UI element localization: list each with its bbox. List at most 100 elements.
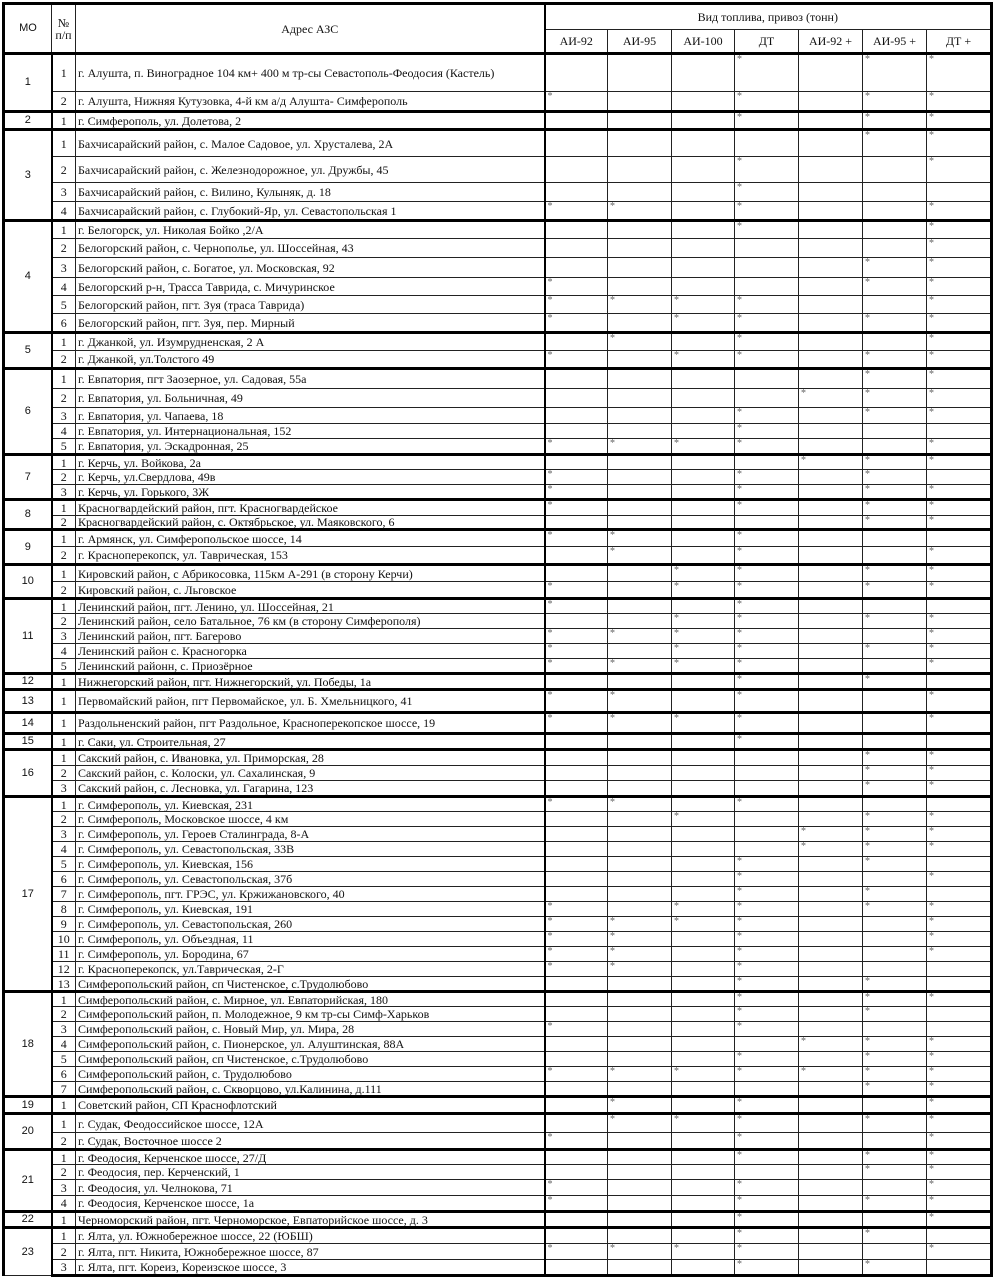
fuel-mark bbox=[862, 961, 927, 977]
fuel-mark bbox=[798, 423, 863, 439]
fuel-mark: * bbox=[734, 295, 799, 314]
fuel-mark bbox=[544, 367, 608, 389]
fuel-mark: * bbox=[671, 643, 735, 659]
fuel-mark bbox=[671, 277, 735, 296]
fuel-mark: * bbox=[734, 156, 799, 183]
fuel-mark bbox=[798, 672, 863, 691]
table-row: 3 г. Симферополь, ул. Героев Сталинграда,… bbox=[4, 826, 993, 842]
table-row: 8 1 Красногвардейский район, пгт. Красногв… bbox=[2, 498, 993, 530]
fuel-mark bbox=[607, 110, 672, 131]
mo-cell: 9 bbox=[2, 528, 53, 565]
fuel-mark: * bbox=[925, 780, 993, 798]
fuel-mark: * bbox=[734, 901, 799, 917]
fuel-mark: * bbox=[925, 688, 993, 714]
fuel-mark bbox=[798, 313, 863, 334]
fuel-mark: * bbox=[925, 91, 993, 113]
table-row: 23 1 г. Ялта, ул. Южнобережное шоссе, 22 (… bbox=[2, 1226, 993, 1276]
fuel-mark bbox=[544, 841, 608, 857]
fuel-mark: * bbox=[734, 201, 799, 222]
fuel-mark bbox=[925, 597, 993, 614]
station-address: Сакский район, с. Лесновка, ул. Гагарина… bbox=[75, 780, 546, 798]
header-fuel-0: АИ-92 bbox=[544, 29, 608, 55]
fuel-mark: * bbox=[862, 469, 927, 485]
fuel-mark: * bbox=[671, 628, 735, 644]
fuel-mark bbox=[671, 795, 735, 812]
fuel-mark: * bbox=[607, 528, 672, 547]
fuel-mark bbox=[544, 856, 608, 872]
table-row: 2 г. Джанкой, ул.Толстого 49 * * * * * bbox=[4, 350, 993, 370]
fuel-mark: * bbox=[925, 128, 993, 157]
fuel-mark: * bbox=[734, 52, 799, 92]
fuel-mark: * bbox=[671, 295, 735, 314]
station-number: 4 bbox=[51, 277, 76, 296]
table-row: 2 Кировский район, с. Льговское * * * * * bbox=[4, 581, 993, 600]
fuel-mark: * bbox=[862, 901, 927, 917]
fuel-mark bbox=[544, 886, 608, 902]
fuel-mark bbox=[607, 1021, 672, 1037]
fuel-mark: * bbox=[925, 901, 993, 917]
fuel-mark: * bbox=[925, 1051, 993, 1067]
fuel-mark bbox=[798, 658, 863, 675]
station-number: 5 bbox=[51, 438, 76, 456]
fuel-mark bbox=[544, 976, 608, 993]
fuel-mark bbox=[607, 826, 672, 842]
fuel-mark bbox=[671, 546, 735, 566]
station-number: 3 bbox=[51, 826, 76, 842]
fuel-mark: * bbox=[862, 1148, 927, 1165]
table-row: 3 Ленинский район, пгт. Багерово * * * * * bbox=[4, 628, 993, 644]
table-row: 4 Белогорский р-н, Трасса Таврида, с. Мич… bbox=[4, 277, 993, 296]
fuel-mark bbox=[544, 515, 608, 531]
station-number: 1 bbox=[51, 331, 76, 351]
fuel-mark: * bbox=[734, 1243, 799, 1260]
fuel-mark: * bbox=[734, 931, 799, 947]
fuel-mark bbox=[862, 1210, 927, 1229]
table-row: 3 Белогорский район, с. Богатое, ул. Моск… bbox=[4, 257, 993, 278]
fuel-mark bbox=[862, 1095, 927, 1115]
fuel-mark bbox=[925, 961, 993, 977]
fuel-mark bbox=[671, 1195, 735, 1213]
fuel-mark bbox=[607, 515, 672, 531]
fuel-mark bbox=[798, 628, 863, 644]
fuel-mark: * bbox=[862, 388, 927, 408]
table-row: 2 1 г. Симферополь, ул. Долетова, 2 * * * bbox=[2, 110, 993, 131]
fuel-mark bbox=[734, 765, 799, 781]
fuel-mark bbox=[671, 388, 735, 408]
table-row: 3 г. Ялта, пгт. Кореиз, Кореизское шоссе,… bbox=[4, 1259, 993, 1277]
fuel-mark: * bbox=[925, 1195, 993, 1213]
fuel-mark bbox=[607, 407, 672, 424]
table-row: 13 Симферопольский район, сп Чистенское, … bbox=[4, 976, 993, 993]
fuel-mark: * bbox=[925, 581, 993, 600]
fuel-mark bbox=[544, 331, 608, 351]
fuel-mark: * bbox=[734, 711, 799, 735]
fuel-mark: * bbox=[925, 563, 993, 582]
fuel-mark bbox=[671, 469, 735, 485]
station-address: Белогорский район, пгт. Зуя, пер. Мирный bbox=[75, 313, 546, 334]
fuel-mark bbox=[798, 1195, 863, 1213]
station-number: 3 bbox=[51, 780, 76, 798]
fuel-mark bbox=[734, 841, 799, 857]
fuel-mark: * bbox=[734, 438, 799, 456]
fuel-mark bbox=[544, 423, 608, 439]
fuel-mark bbox=[544, 1164, 608, 1180]
fuel-mark: * bbox=[925, 990, 993, 1007]
table-row: 6 г. Симферополь, ул. Севастопольская, 37… bbox=[4, 871, 993, 887]
fuel-mark bbox=[925, 795, 993, 812]
fuel-mark bbox=[925, 1021, 993, 1037]
fuel-mark bbox=[862, 931, 927, 947]
station-address: г. Армянск, ул. Симферопольское шоссе, 1… bbox=[75, 528, 546, 547]
fuel-mark bbox=[925, 469, 993, 485]
fuel-mark: * bbox=[544, 498, 608, 516]
fuel-mark: * bbox=[925, 841, 993, 857]
station-address: г. Джанкой, ул.Толстого 49 bbox=[75, 350, 546, 370]
fuel-mark bbox=[862, 628, 927, 644]
station-number: 1 bbox=[51, 1226, 76, 1244]
fuel-mark: * bbox=[925, 658, 993, 675]
fuel-mark bbox=[798, 277, 863, 296]
fuel-mark: * bbox=[607, 438, 672, 456]
fuel-mark bbox=[607, 1051, 672, 1067]
fuel-mark: * bbox=[862, 52, 927, 92]
fuel-mark bbox=[862, 438, 927, 456]
fuel-mark bbox=[607, 1132, 672, 1151]
fuel-mark: * bbox=[862, 484, 927, 501]
